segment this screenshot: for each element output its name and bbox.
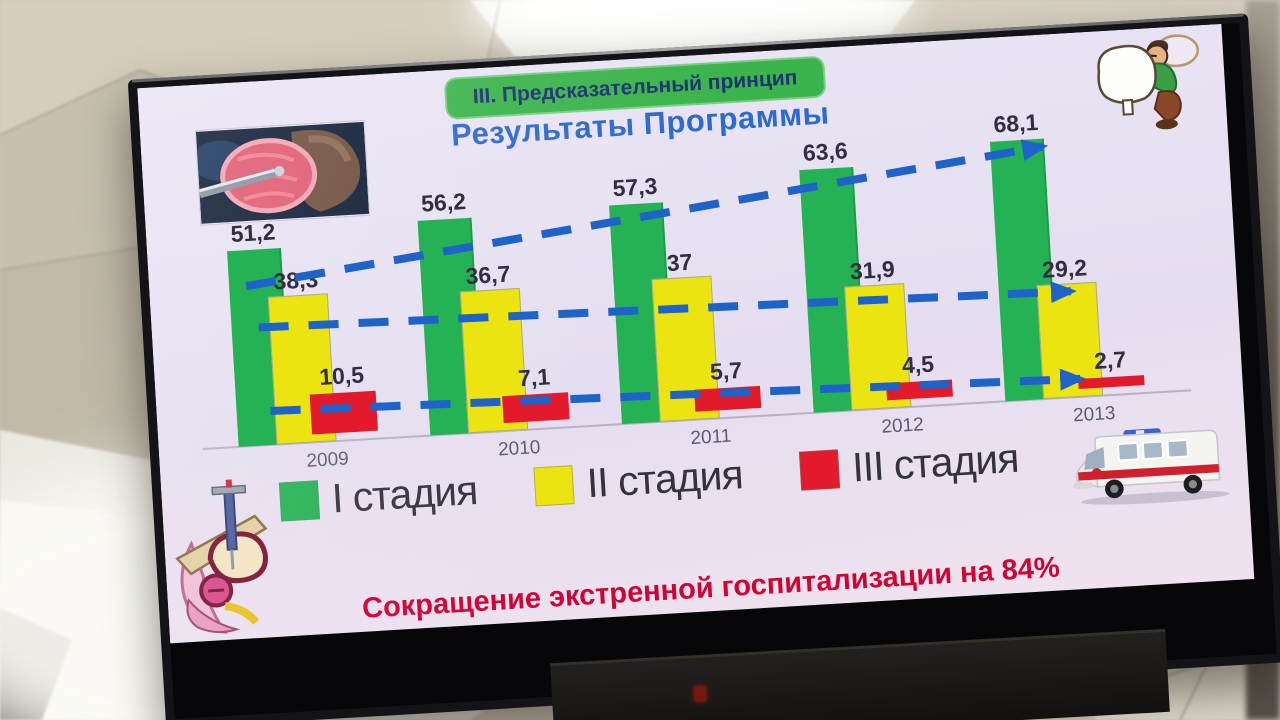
trend-arrow-stage2 <box>258 281 1077 332</box>
presentation-slide: III. Предсказательный принцип Результаты… <box>137 23 1255 644</box>
legend-label: III стадия <box>850 434 1020 491</box>
prostate-surgery-photo-icon <box>195 121 370 224</box>
trend-arrow-stage1 <box>245 139 1049 291</box>
patient-cartoon-icon <box>1097 34 1200 130</box>
tv-screen: III. Предсказательный принцип Результаты… <box>137 22 1277 720</box>
ambulance-icon <box>1073 428 1230 505</box>
category-label: 2011 <box>689 425 732 450</box>
footer-text: Сокращение экстренной госпитализации на … <box>361 551 1061 625</box>
pelvic-anatomy-icon <box>175 479 268 634</box>
category-label: 2012 <box>880 414 925 438</box>
legend-label: II стадия <box>585 451 744 507</box>
legend-label: I стадия <box>330 466 479 522</box>
trend-arrow-stage3 <box>270 368 1087 415</box>
tv-frame: III. Предсказательный принцип Результаты… <box>127 13 1280 720</box>
category-label: 2010 <box>497 437 542 461</box>
legend-swatch <box>799 449 841 491</box>
legend-swatch <box>278 480 321 522</box>
trend-arrows <box>245 139 1087 415</box>
chart-plot: 51,2 38,3 10,5 2009 56,2 36,7 7,1 2010 57,3 37 5,7… <box>202 109 1192 472</box>
bar-chart: 51,2 38,3 10,5 2009 56,2 36,7 7,1 2010 57,3 37 5,7… <box>202 109 1192 502</box>
legend-swatch <box>533 465 576 507</box>
category-label: 2009 <box>305 448 350 472</box>
power-led <box>693 685 707 703</box>
